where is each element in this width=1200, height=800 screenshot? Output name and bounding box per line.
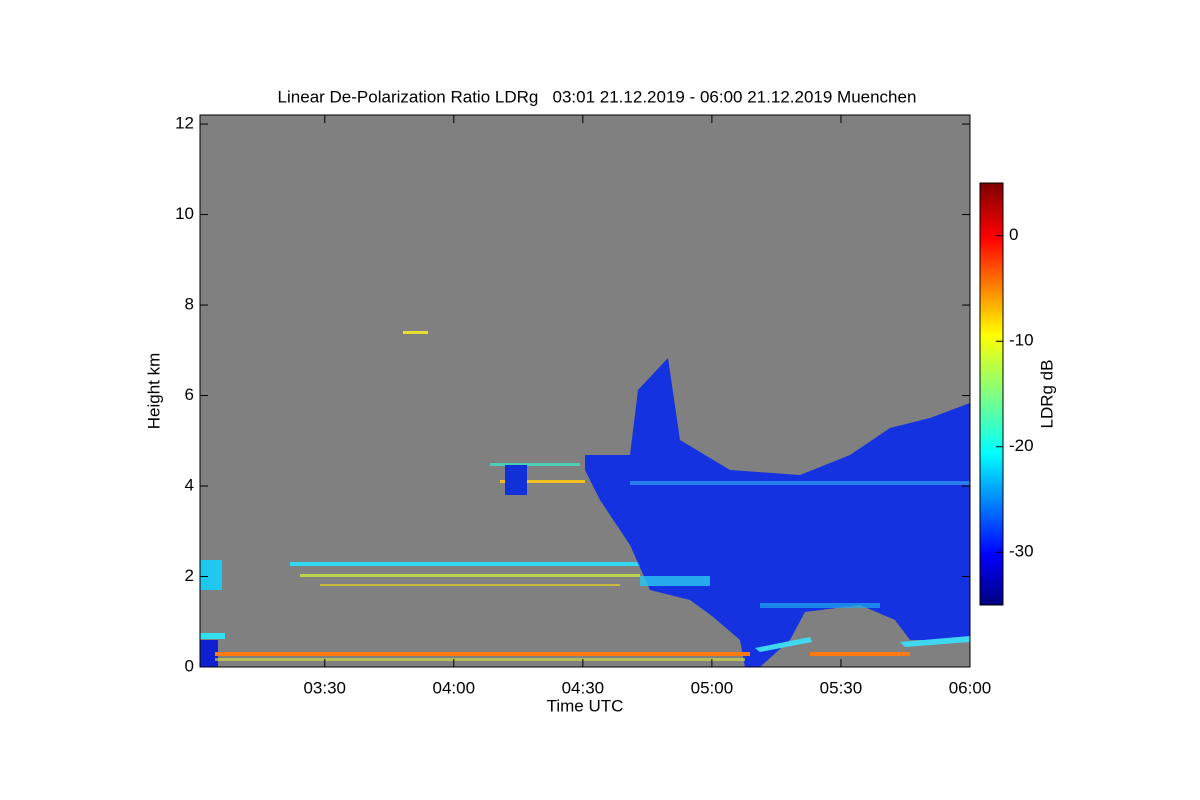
colorbar-tick-label: 0 (1009, 225, 1018, 244)
echo-layer (300, 574, 640, 577)
echo-layer (290, 562, 640, 566)
y-tick-label: 12 (175, 114, 194, 133)
y-tick-label: 4 (185, 476, 194, 495)
colorbar-label: LDRg dB (1037, 360, 1056, 429)
echo-layer (490, 463, 580, 466)
echo-layer (755, 637, 812, 652)
echo-layer (200, 633, 225, 639)
y-tick-label: 6 (185, 385, 194, 404)
colorbar-tick-label: -30 (1009, 542, 1034, 561)
y-tick-label: 8 (185, 295, 194, 314)
echo-layer (403, 331, 428, 334)
echo-layer (320, 584, 620, 586)
x-tick-label: 06:00 (949, 678, 992, 697)
x-axis-label: Time UTC (547, 696, 624, 715)
echo-field (200, 331, 970, 667)
y-axis-label: Height km (144, 353, 163, 430)
plot-frame (199, 114, 971, 668)
echo-layer (640, 576, 710, 586)
y-tick-label: 10 (175, 204, 194, 223)
y-tick-label: 2 (185, 566, 194, 585)
echo-layer (630, 481, 970, 485)
x-tick-label: 05:30 (820, 678, 863, 697)
echo-layer (215, 658, 745, 661)
colorbar (979, 182, 1004, 606)
x-tick-label: 04:30 (562, 678, 605, 697)
chart-title: Linear De-Polarization Ratio LDRg 03:01 … (278, 87, 917, 106)
echo-layer (215, 652, 750, 656)
x-tick-label: 04:00 (433, 678, 476, 697)
colorbar-tick-label: -10 (1009, 331, 1034, 350)
echo-layer (200, 560, 222, 590)
colorbar-tick-label: -20 (1009, 436, 1034, 455)
echo-cloud (585, 358, 970, 667)
echo-layer (505, 465, 527, 495)
echo-layer (810, 652, 910, 656)
echo-layer (500, 480, 585, 483)
x-tick-label: 05:00 (691, 678, 734, 697)
echo-layer (200, 640, 218, 667)
echo-layer (760, 603, 880, 608)
y-tick-label: 0 (185, 656, 194, 675)
x-tick-label: 03:30 (303, 678, 346, 697)
echo-layer (900, 636, 970, 647)
